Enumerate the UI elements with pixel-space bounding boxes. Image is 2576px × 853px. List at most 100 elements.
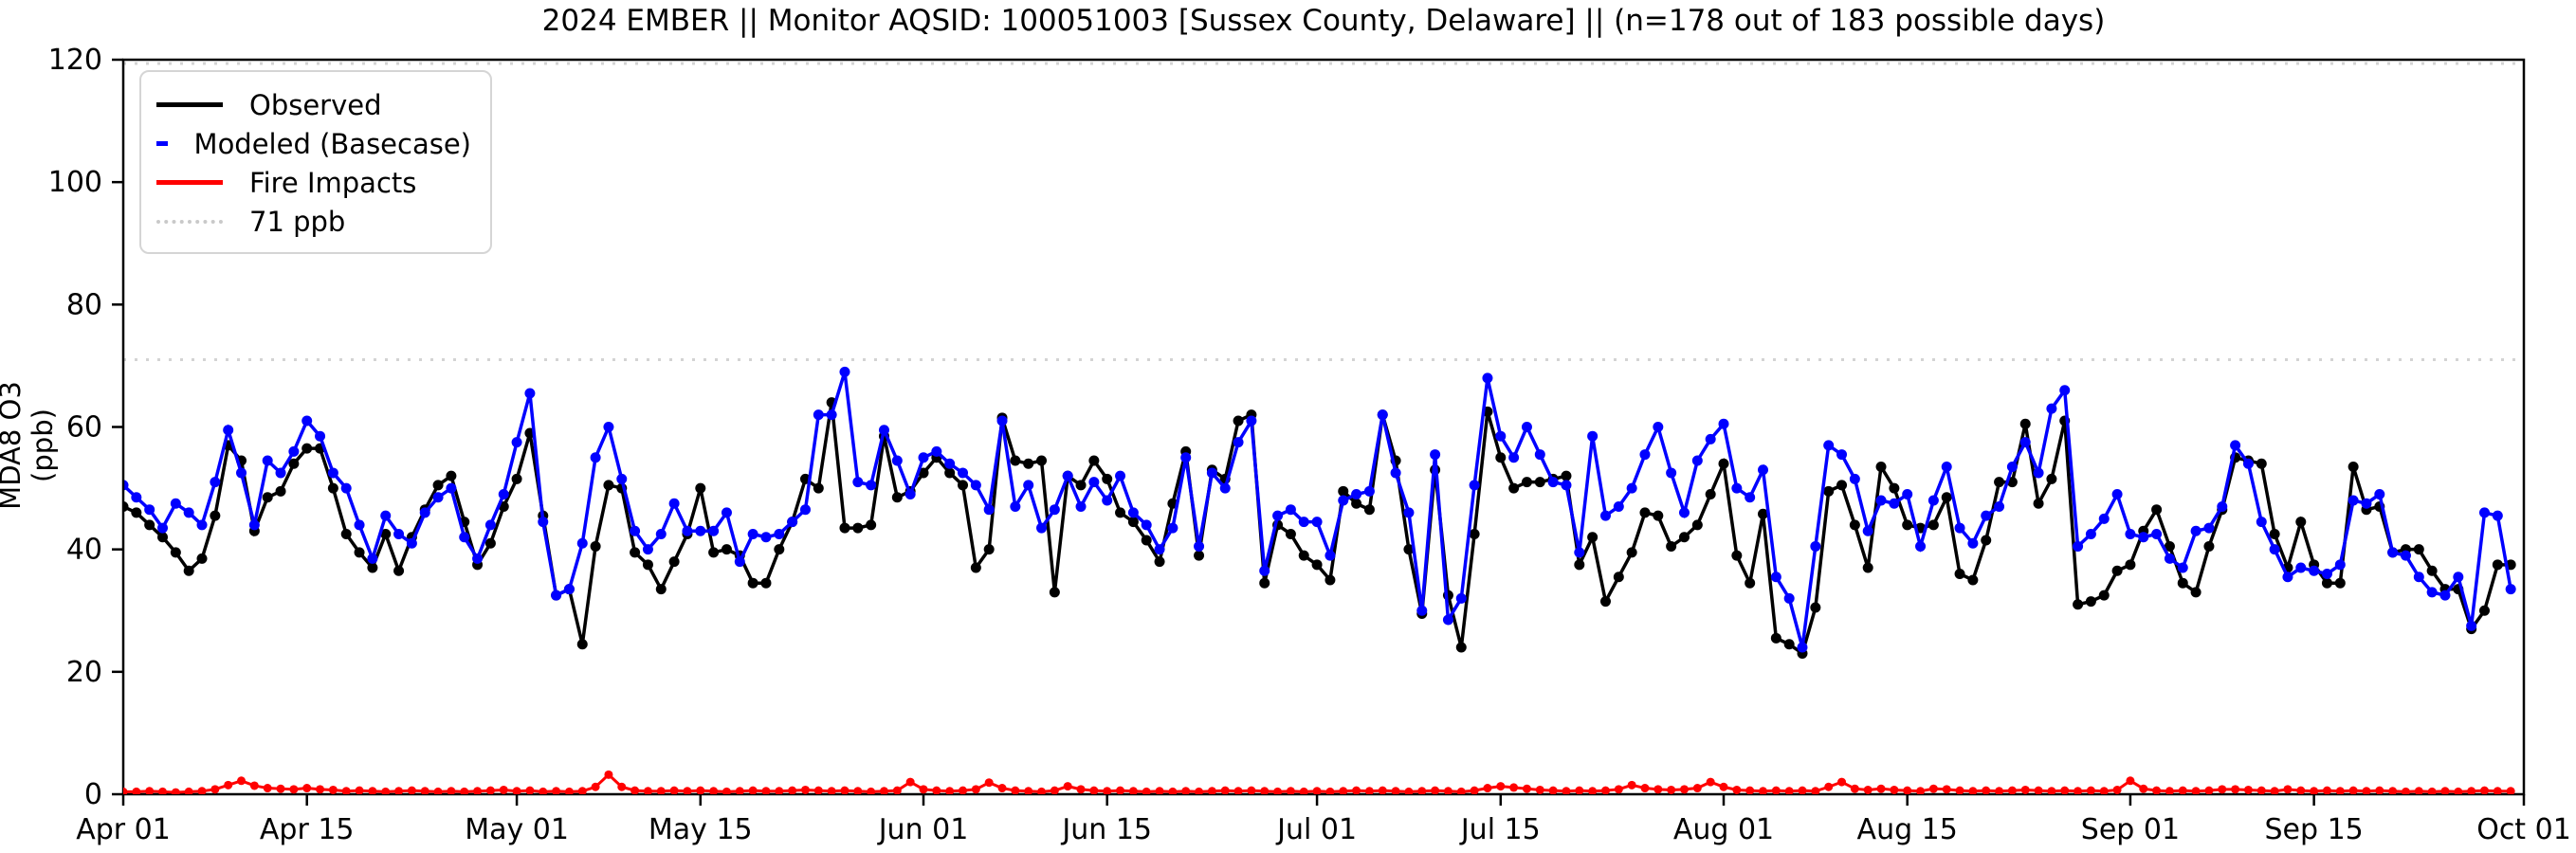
data-point [1233,415,1244,426]
data-point [262,455,273,466]
data-point [1534,449,1545,461]
data-point [1181,787,1191,794]
data-point [223,425,234,436]
data-point [1167,522,1178,534]
data-point [1233,787,1243,794]
data-point [315,430,326,442]
data-point [1759,787,1768,794]
data-point [1783,639,1795,650]
data-point [1561,480,1572,491]
data-point [564,787,574,794]
data-point [1691,519,1703,531]
data-point [1088,455,1100,466]
data-point [1889,482,1900,494]
data-point [1075,480,1087,491]
data-point [2046,473,2057,484]
data-point [1954,569,1965,579]
data-point [1745,492,1756,503]
data-point [603,422,614,432]
data-point [2152,786,2162,794]
data-point [1837,777,1847,787]
data-point [498,489,509,500]
data-point [774,529,785,540]
data-point [655,529,667,540]
data-point [380,510,392,521]
data-point [2098,590,2110,601]
data-point [2256,458,2267,469]
data-point [123,500,129,512]
data-point [1508,482,1520,494]
data-point [1534,477,1545,488]
legend-item-observed: Observed [156,85,471,124]
data-point [145,787,155,794]
data-point [2426,587,2438,598]
data-point [1049,504,1060,516]
data-point [340,482,352,494]
data-point [1574,559,1585,571]
data-point [2203,540,2215,552]
data-point [1810,602,1821,613]
data-point [1298,517,1309,528]
data-point [2218,785,2227,794]
data-point [590,540,601,552]
data-point [1876,784,1886,793]
data-point [1718,418,1729,429]
data-point [512,787,521,794]
data-point [813,482,824,494]
data-point [668,498,680,509]
data-point [2466,620,2477,631]
data-point [800,785,810,794]
data-point [2073,540,2084,552]
data-point [196,519,208,531]
series-observed [123,397,2516,659]
data-point [1575,786,1584,794]
data-point [1705,489,1716,500]
data-point [1758,508,1769,519]
data-point [2269,544,2280,555]
data-point [1154,556,1165,568]
data-point [1824,782,1834,791]
data-point [1456,787,1466,794]
data-point [2348,786,2358,794]
data-point [643,787,652,794]
data-point [144,519,155,531]
x-tick-label: Apr 15 [260,813,355,846]
threshold-line-swatch [156,219,223,224]
data-point [2138,532,2149,543]
data-point [2165,787,2174,794]
data-point [368,787,377,794]
data-point [931,445,942,457]
data-point [236,467,247,479]
data-point [1142,787,1151,794]
legend-item-fire: Fire Impacts [156,163,471,202]
data-point [1443,787,1452,794]
data-point [1430,449,1441,461]
data-point [406,537,417,549]
data-point [1154,544,1165,555]
chart-title: 2024 EMBER || Monitor AQSID: 100051003 [… [541,4,2106,38]
data-point [183,507,194,518]
data-point [484,519,496,531]
data-point [944,467,956,479]
data-point [2217,500,2228,512]
data-point [970,562,981,573]
data-point [970,480,981,491]
data-point [1049,587,1060,598]
data-point [301,443,313,454]
data-point [2401,787,2410,794]
data-point [1731,550,1743,561]
data-point [2414,787,2423,794]
data-point [1875,461,1887,472]
data-point [747,529,758,540]
data-point [1849,519,1860,531]
data-point [576,537,588,549]
data-point [131,492,142,503]
data-point [1377,409,1388,421]
data-point [1115,507,1126,518]
data-point [2413,572,2424,583]
data-point [1863,785,1873,794]
legend: Observed Modeled (Basecase) Fire Impacts… [139,70,492,254]
y-tick-label: 60 [66,411,102,445]
modeled-line-swatch [156,141,168,146]
